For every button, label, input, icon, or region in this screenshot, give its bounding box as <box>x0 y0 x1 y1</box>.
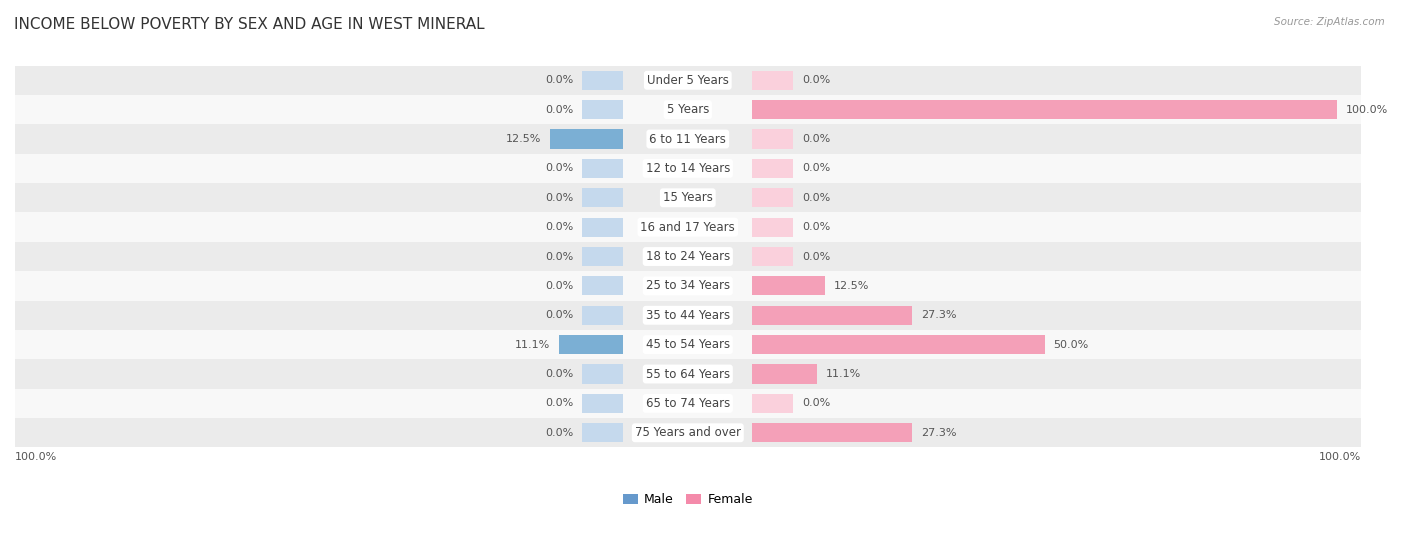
Bar <box>15 65 1361 95</box>
Bar <box>752 276 793 296</box>
Bar <box>752 130 793 149</box>
Text: 0.0%: 0.0% <box>546 75 574 86</box>
Text: 16 and 17 Years: 16 and 17 Years <box>640 221 735 234</box>
Text: 55 to 64 Years: 55 to 64 Years <box>645 367 730 381</box>
Bar <box>752 394 793 413</box>
Text: 0.0%: 0.0% <box>801 163 830 173</box>
Bar <box>752 159 793 178</box>
Bar <box>15 301 1361 330</box>
Text: 11.1%: 11.1% <box>825 369 860 379</box>
Bar <box>582 276 623 296</box>
Bar <box>582 130 623 149</box>
Bar <box>582 71 623 90</box>
Text: 0.0%: 0.0% <box>546 222 574 232</box>
Text: 0.0%: 0.0% <box>546 399 574 409</box>
Bar <box>15 389 1361 418</box>
Text: 35 to 44 Years: 35 to 44 Years <box>645 309 730 322</box>
Text: 0.0%: 0.0% <box>546 310 574 320</box>
Bar <box>15 242 1361 271</box>
Bar <box>582 100 623 119</box>
Bar <box>15 154 1361 183</box>
Bar <box>752 306 793 325</box>
Bar <box>752 71 793 90</box>
Bar <box>15 183 1361 212</box>
Text: Under 5 Years: Under 5 Years <box>647 74 728 87</box>
Bar <box>752 188 793 207</box>
Bar <box>752 364 817 383</box>
Bar <box>582 247 623 266</box>
Bar <box>15 95 1361 124</box>
Bar <box>582 394 623 413</box>
Bar <box>15 271 1361 301</box>
Bar <box>582 423 623 442</box>
Text: 0.0%: 0.0% <box>801 134 830 144</box>
Bar <box>752 423 793 442</box>
Text: 0.0%: 0.0% <box>801 193 830 203</box>
Bar <box>752 306 912 325</box>
Bar <box>582 188 623 207</box>
Text: 11.1%: 11.1% <box>515 340 550 349</box>
Bar <box>582 364 623 383</box>
Text: 27.3%: 27.3% <box>921 310 956 320</box>
Text: 0.0%: 0.0% <box>546 252 574 262</box>
Text: 0.0%: 0.0% <box>546 369 574 379</box>
Bar <box>558 335 623 354</box>
Bar <box>15 359 1361 389</box>
Bar <box>752 423 912 442</box>
Text: 0.0%: 0.0% <box>801 252 830 262</box>
Text: 27.3%: 27.3% <box>921 428 956 438</box>
Text: 15 Years: 15 Years <box>662 191 713 204</box>
Bar <box>752 247 793 266</box>
Text: 5 Years: 5 Years <box>666 103 709 116</box>
Text: 0.0%: 0.0% <box>801 399 830 409</box>
Bar <box>752 217 793 236</box>
Text: 100.0%: 100.0% <box>1319 452 1361 462</box>
Bar <box>752 100 1337 119</box>
Text: 65 to 74 Years: 65 to 74 Years <box>645 397 730 410</box>
Text: INCOME BELOW POVERTY BY SEX AND AGE IN WEST MINERAL: INCOME BELOW POVERTY BY SEX AND AGE IN W… <box>14 17 485 32</box>
Bar <box>752 364 793 383</box>
Text: 100.0%: 100.0% <box>1346 105 1388 115</box>
Bar <box>15 418 1361 447</box>
Text: 0.0%: 0.0% <box>546 281 574 291</box>
Bar <box>582 217 623 236</box>
Bar <box>752 335 793 354</box>
Text: 12 to 14 Years: 12 to 14 Years <box>645 162 730 175</box>
Bar <box>582 306 623 325</box>
Text: 45 to 54 Years: 45 to 54 Years <box>645 338 730 351</box>
Bar <box>752 335 1045 354</box>
Text: 0.0%: 0.0% <box>546 193 574 203</box>
Bar <box>15 212 1361 242</box>
Bar <box>550 130 623 149</box>
Text: 0.0%: 0.0% <box>801 222 830 232</box>
Bar <box>582 335 623 354</box>
Bar <box>582 159 623 178</box>
Bar <box>15 124 1361 154</box>
Text: 0.0%: 0.0% <box>546 105 574 115</box>
Text: 100.0%: 100.0% <box>15 452 58 462</box>
Text: 75 Years and over: 75 Years and over <box>634 427 741 439</box>
Text: 18 to 24 Years: 18 to 24 Years <box>645 250 730 263</box>
Text: 6 to 11 Years: 6 to 11 Years <box>650 132 727 145</box>
Text: Source: ZipAtlas.com: Source: ZipAtlas.com <box>1274 17 1385 27</box>
Bar <box>15 330 1361 359</box>
Text: 25 to 34 Years: 25 to 34 Years <box>645 280 730 292</box>
Text: 50.0%: 50.0% <box>1053 340 1088 349</box>
Bar <box>752 276 825 296</box>
Text: 12.5%: 12.5% <box>506 134 541 144</box>
Text: 0.0%: 0.0% <box>546 163 574 173</box>
Legend: Male, Female: Male, Female <box>617 488 758 511</box>
Text: 0.0%: 0.0% <box>546 428 574 438</box>
Text: 0.0%: 0.0% <box>801 75 830 86</box>
Bar <box>752 100 793 119</box>
Text: 12.5%: 12.5% <box>834 281 869 291</box>
